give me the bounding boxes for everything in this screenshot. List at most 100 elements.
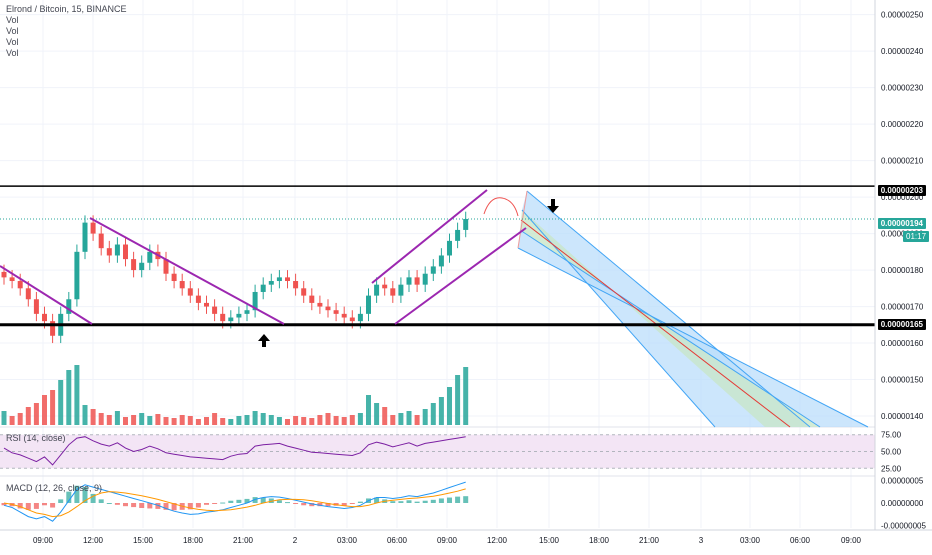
chart-title[interactable]: Elrond / Bitcoin, 15, BINANCE	[6, 4, 127, 14]
candle-body	[317, 302, 323, 307]
macd-histogram-bar	[357, 501, 363, 503]
macd-histogram-bar	[317, 503, 323, 507]
macd-histogram-bar	[236, 499, 242, 503]
macd-histogram-bar	[1, 503, 7, 506]
macd-histogram-bar	[309, 503, 315, 507]
volume-bar	[309, 418, 315, 425]
candle-body	[50, 321, 56, 336]
candle-body	[301, 288, 307, 296]
macd-histogram-bar	[447, 497, 452, 503]
candle-body	[90, 222, 96, 234]
rsi-pane	[0, 434, 875, 469]
volume-bar	[147, 416, 153, 425]
volume-bar	[236, 416, 242, 425]
price-tick: 0.00000200	[881, 193, 924, 202]
trend-channel-line	[89, 217, 285, 325]
time-tick: 18:00	[183, 536, 204, 545]
macd-histogram-bar	[171, 503, 177, 511]
candle-body	[195, 295, 201, 303]
drawings	[0, 185, 875, 347]
volume-bar	[317, 415, 323, 425]
last-price-badge: 0.00000194	[877, 218, 926, 229]
macd-histogram-bar	[58, 499, 64, 503]
price-tick: 0.00000150	[881, 376, 924, 385]
candle-body	[25, 288, 31, 300]
candle-body	[42, 313, 47, 322]
volume-bar	[293, 416, 299, 425]
time-tick: 03:00	[740, 536, 761, 545]
macd-tick: -0.00000005	[881, 522, 926, 531]
time-tick: 12:00	[83, 536, 104, 545]
volume-bar	[204, 417, 209, 425]
price-tick: 0.00000230	[881, 84, 924, 93]
macd-histogram-bar	[195, 503, 201, 508]
volume-indicator-label[interactable]: Vol	[6, 37, 19, 47]
price-tick: 0.00000160	[881, 339, 924, 348]
volume-indicator-label[interactable]: Vol	[6, 26, 19, 36]
macd-tick: 0.00000000	[881, 499, 924, 508]
pitchfork-handle	[517, 190, 528, 249]
candle-body	[366, 295, 371, 314]
candle-body	[268, 281, 274, 285]
macd-histogram-bar	[66, 491, 72, 503]
time-tick: 3	[699, 536, 704, 545]
macd-histogram-bar	[74, 485, 80, 503]
macd-histogram-bar	[139, 503, 145, 508]
price-axis[interactable]: 0.00000250 0.00000240 0.00000230 0.00000220…	[874, 0, 926, 531]
macd-pane	[1, 481, 469, 522]
price-tick: 0.00000180	[881, 266, 924, 275]
time-tick: 15:00	[539, 536, 560, 545]
volume-bar	[260, 413, 266, 425]
volume-bar	[285, 419, 290, 425]
macd-histogram-bar	[252, 497, 258, 503]
time-tick: 09:00	[437, 536, 458, 545]
candle-body	[9, 277, 15, 282]
macd-histogram-bar	[114, 503, 120, 505]
volume-bar	[90, 409, 96, 425]
candle-body	[131, 259, 137, 271]
candle-body	[414, 277, 420, 285]
pitchfork-line	[526, 190, 811, 428]
candle-body	[98, 233, 104, 249]
macd-histogram-bar	[244, 498, 250, 503]
macd-histogram-bar	[325, 503, 331, 507]
macd-label[interactable]: MACD (12, 26, close, 9)	[6, 483, 103, 493]
volume-bars	[1, 365, 469, 425]
volume-bar	[106, 415, 112, 425]
time-tick: 06:00	[790, 536, 811, 545]
candle-body	[455, 229, 461, 241]
macd-histogram-bar	[123, 503, 128, 507]
volume-bar	[414, 415, 420, 425]
volume-bar	[187, 416, 193, 425]
candle-body	[139, 262, 145, 271]
macd-histogram-bar	[147, 503, 153, 509]
candle-body	[325, 306, 331, 311]
price-tick: 0.00000250	[881, 11, 924, 20]
macd-histogram-bar	[131, 503, 137, 508]
volume-indicator-label[interactable]: Vol	[6, 48, 19, 58]
volume-bar	[349, 415, 355, 425]
macd-histogram-bar	[455, 496, 461, 503]
volume-bar	[341, 417, 347, 425]
macd-histogram-bar	[406, 500, 412, 503]
volume-bar	[33, 403, 39, 425]
volume-bar	[74, 365, 80, 425]
candle-body	[309, 295, 315, 303]
candle-body	[276, 277, 282, 282]
volume-bar	[163, 417, 169, 425]
candle-body	[220, 313, 226, 322]
macd-histogram-bar	[285, 502, 290, 504]
macd-histogram-bar	[98, 499, 104, 503]
volume-indicator-label[interactable]: Vol	[6, 15, 19, 25]
rsi-label[interactable]: RSI (14, close)	[6, 433, 66, 443]
time-axis[interactable]: 09:00 12:00 15:00 18:00 21:00 2 03:00 06:00 09:0…	[0, 529, 932, 545]
candle-body	[187, 288, 193, 296]
macd-histogram-bar	[430, 499, 436, 503]
macd-histogram-bar	[228, 500, 234, 503]
candle-body	[17, 281, 23, 289]
macd-histogram-bar	[220, 502, 226, 504]
price-tick: 0.00000220	[881, 120, 924, 129]
rsi-line	[3, 436, 466, 466]
